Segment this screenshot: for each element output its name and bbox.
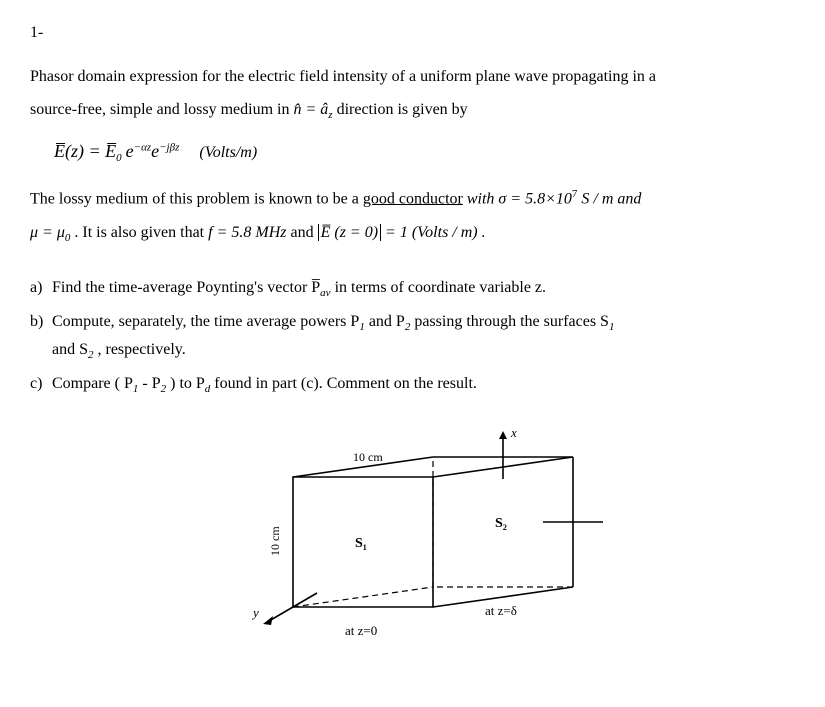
intro-line-1: Phasor domain expression for the electri… <box>30 64 795 90</box>
e0-abs: E̅ (z = 0) <box>318 224 381 241</box>
svg-text:x: x <box>510 425 517 440</box>
and-txt: and <box>286 224 317 241</box>
pa-tail: in terms of coordinate variable z. <box>331 279 546 296</box>
svg-text:S₂: S₂ <box>495 516 507 531</box>
pc-tail: found in part (c). Comment on the result… <box>210 375 477 392</box>
box-diagram: xzy10 cm10 cmS₁S₂at z=0at z=δ <box>223 407 603 657</box>
nhat-sub: z <box>328 109 332 121</box>
svg-text:at z=0: at z=0 <box>345 623 377 638</box>
intro-line-2: source-free, simple and lossy medium in … <box>30 97 795 125</box>
pb-pre: Compute, separately, the time average po… <box>52 313 359 330</box>
eq-units: (Volts/m) <box>199 144 257 161</box>
part-b-label: b) <box>30 309 52 365</box>
medium-mid: with σ = 5.8×10 <box>463 190 572 207</box>
svg-text:S₁: S₁ <box>355 536 367 551</box>
part-c-body: Compare ( P1 - P2 ) to Pd found in part … <box>52 371 795 399</box>
pb-s1b: 1 <box>609 321 615 333</box>
svg-text:y: y <box>251 605 259 620</box>
part-b: b) Compute, separately, the time average… <box>30 309 795 365</box>
pa-sub: av <box>320 288 330 300</box>
pb-mid: and P <box>365 313 405 330</box>
eq-sub0: 0 <box>116 152 122 164</box>
svg-text:10 cm: 10 cm <box>268 525 282 555</box>
main-equation: E̅(z) = E̅0 e−αze−jβz (Volts/m) <box>54 137 795 168</box>
e0-eq: = 1 (Volts / m) . <box>381 224 486 241</box>
part-c-label: c) <box>30 371 52 399</box>
part-c: c) Compare ( P1 - P2 ) to Pd found in pa… <box>30 371 795 399</box>
pb-mid2: passing through the surfaces S <box>410 313 609 330</box>
medium-line: The lossy medium of this problem is know… <box>30 186 795 212</box>
question-number: 1- <box>30 20 795 46</box>
intro-l2-prefix: source-free, simple and lossy medium in <box>30 101 294 118</box>
eq-e1: e <box>126 141 134 161</box>
eq-lhs: E̅(z) = E̅ <box>54 141 116 161</box>
eq-e2: e <box>151 141 159 161</box>
part-b-body: Compute, separately, the time average po… <box>52 309 795 365</box>
good-conductor: good conductor <box>363 190 463 207</box>
intro-l2-suffix: direction is given by <box>337 101 468 118</box>
figure: xzy10 cm10 cmS₁S₂at z=0at z=δ <box>30 407 795 666</box>
mu-pre: μ = μ <box>30 224 65 241</box>
pc-mid: - P <box>138 375 160 392</box>
parts-list: a) Find the time-average Poynting's vect… <box>30 275 795 398</box>
pb-l2-tail: , respectively. <box>94 341 186 358</box>
pc-mid2: ) to P <box>166 375 205 392</box>
eq-exp1: −αz <box>134 142 151 154</box>
part-a-body: Find the time-average Poynting's vector … <box>52 275 795 303</box>
part-a: a) Find the time-average Poynting's vect… <box>30 275 795 303</box>
eq-exp2: −jβz <box>159 142 179 154</box>
pb-l2-pre: and S <box>52 341 88 358</box>
svg-text:at z=δ: at z=δ <box>485 603 517 618</box>
medium-units: S / m and <box>577 190 641 207</box>
svg-text:10 cm: 10 cm <box>353 450 383 464</box>
part-a-label: a) <box>30 275 52 303</box>
mu-mid: . It is also given that <box>70 224 208 241</box>
pa-pre: Find the time-average Poynting's vector … <box>52 279 320 296</box>
mu-line: μ = μ0 . It is also given that f = 5.8 M… <box>30 220 795 248</box>
f-eq: f = 5.8 MHz <box>208 224 286 241</box>
pc-pre: Compare ( P <box>52 375 133 392</box>
medium-pre: The lossy medium of this problem is know… <box>30 190 363 207</box>
nhat: n̂ = â <box>294 101 329 118</box>
